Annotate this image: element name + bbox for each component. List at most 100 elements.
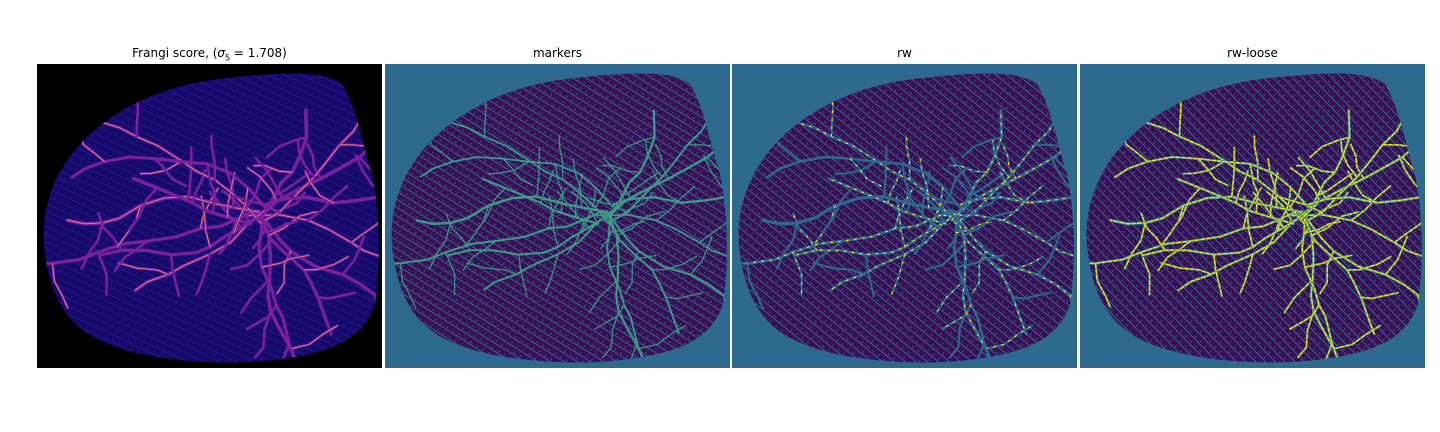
tissue-region xyxy=(1086,73,1422,363)
panel-markers-image xyxy=(385,64,730,368)
vessel-segment xyxy=(223,157,235,209)
segmented-vessel xyxy=(864,253,875,298)
label-highlight xyxy=(1157,240,1192,272)
marker-segment xyxy=(557,191,590,228)
vessel-segment xyxy=(257,211,306,363)
marker-segment xyxy=(574,171,584,218)
label-highlight xyxy=(1301,212,1348,363)
segmented-vessel xyxy=(959,140,1074,206)
marker-segment xyxy=(651,255,697,271)
marker-segment xyxy=(445,212,471,251)
marker-segment xyxy=(502,158,535,187)
segmented-vessel xyxy=(792,212,818,252)
label-highlight xyxy=(1384,235,1408,276)
marker-segment xyxy=(595,213,727,262)
marker-segment xyxy=(608,219,681,335)
markers-image xyxy=(385,64,730,368)
vessel-segment xyxy=(153,157,188,188)
vessel-segment xyxy=(253,310,272,359)
label-highlight xyxy=(1283,278,1314,314)
vessel-segment xyxy=(218,217,239,255)
segmented-vessel xyxy=(952,211,1000,363)
segmented-vessel xyxy=(746,262,764,309)
label-highlight xyxy=(1319,250,1335,295)
label-highlight xyxy=(1239,253,1254,295)
marker-segment xyxy=(652,170,683,204)
marker-segment xyxy=(554,163,564,214)
marker-segment xyxy=(419,156,614,208)
segmented-vessel xyxy=(812,261,865,276)
segmented-vessel xyxy=(1053,156,1074,186)
vessel-highlight xyxy=(276,250,292,294)
marker-segment xyxy=(588,278,619,314)
label-highlight xyxy=(1109,195,1303,225)
label-highlight xyxy=(928,187,944,234)
label-highlight xyxy=(1289,304,1320,330)
vessel-highlight xyxy=(253,165,293,173)
tissue-region xyxy=(391,73,727,363)
vessel-highlight xyxy=(67,196,260,225)
label-highlight xyxy=(985,325,1033,350)
label-highlight xyxy=(794,219,950,256)
label-highlight xyxy=(1309,136,1351,158)
label-highlight xyxy=(1297,310,1315,359)
segmented-vessel xyxy=(961,136,1003,159)
segmented-vessel xyxy=(925,239,968,271)
marker-segment xyxy=(536,146,540,198)
vessel-highlight xyxy=(248,214,379,261)
label-highlight xyxy=(1303,220,1341,234)
label-highlight xyxy=(1243,195,1254,248)
marker-segment xyxy=(612,108,715,222)
vessel-highlight xyxy=(264,109,366,221)
label-highlight xyxy=(992,140,1010,178)
label-highlight xyxy=(1291,213,1422,262)
segmented-vessel xyxy=(1045,216,1074,244)
vessel-segment xyxy=(341,235,366,276)
label-highlight xyxy=(1360,291,1399,300)
marker-segment xyxy=(600,214,614,249)
vessel-highlight xyxy=(117,262,169,275)
segmented-vessel xyxy=(949,156,979,201)
marker-segment xyxy=(482,207,616,292)
vessel-segment xyxy=(70,155,267,209)
label-highlight xyxy=(1393,216,1422,244)
vessel-segment xyxy=(263,140,379,207)
marker-segment xyxy=(399,262,417,309)
tissue-region xyxy=(738,73,1074,363)
segmented-vessel xyxy=(882,146,888,198)
label-highlight xyxy=(1267,158,1278,209)
segmented-vessel xyxy=(1036,235,1061,276)
vessel-highlight xyxy=(140,160,183,175)
marker-segment xyxy=(548,195,559,248)
vessel-segment xyxy=(232,194,281,214)
vessel-highlight xyxy=(97,120,262,224)
label-highlight xyxy=(941,304,972,330)
vessel-segment xyxy=(265,136,308,159)
rw-image xyxy=(732,64,1077,368)
vessel-segment xyxy=(187,146,193,198)
vessel-segment xyxy=(169,253,181,298)
segmented-vessel xyxy=(834,160,878,175)
label-highlight xyxy=(895,195,906,248)
label-highlight xyxy=(1213,253,1223,297)
label-highlight xyxy=(1120,128,1149,163)
label-highlight xyxy=(1297,156,1327,200)
marker-segment xyxy=(581,186,597,234)
marker-segment xyxy=(462,240,497,272)
segmented-vessel xyxy=(949,310,967,359)
vessel-segment xyxy=(205,162,217,214)
panel-title-frangi: Frangi score, (σ5 = 1.708) xyxy=(132,46,287,63)
label-highlight xyxy=(1304,254,1353,268)
segmented-vessel xyxy=(765,155,962,209)
vessel-segment xyxy=(210,134,217,182)
label-highlight xyxy=(829,208,963,291)
segmented-vessel xyxy=(901,162,911,214)
marker-segment xyxy=(624,250,640,295)
vessel-segment xyxy=(127,186,159,232)
vessel-highlight xyxy=(290,325,338,350)
label-highlight xyxy=(943,214,1074,261)
segmented-vessel xyxy=(935,278,966,314)
marker-segment xyxy=(655,185,697,222)
panel-rw-image xyxy=(732,64,1077,368)
vessel-segment xyxy=(307,184,349,222)
